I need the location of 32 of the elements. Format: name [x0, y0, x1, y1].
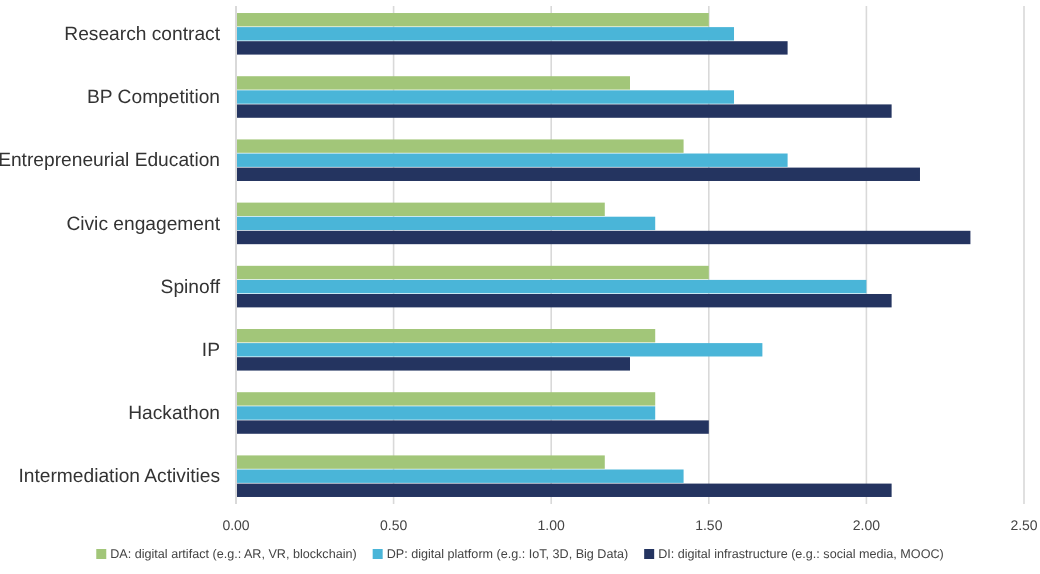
bar — [236, 455, 605, 469]
bar — [236, 420, 709, 434]
bar — [236, 202, 605, 216]
bar — [236, 76, 630, 90]
y-tick-label: Intermediation Activities — [18, 466, 221, 489]
bar — [236, 230, 971, 245]
y-tick-label: Spinoff — [160, 276, 221, 299]
bar — [236, 90, 735, 104]
bar — [236, 167, 920, 181]
bar — [236, 483, 892, 497]
bar — [236, 27, 735, 41]
bar — [236, 343, 763, 357]
bar — [236, 13, 709, 27]
bar — [236, 392, 656, 406]
bar — [236, 104, 892, 118]
y-tick-label: BP Competition — [87, 87, 220, 110]
bar — [236, 329, 656, 343]
y-tick-label: Research contract — [64, 23, 221, 46]
y-tick-label: IP — [201, 339, 220, 362]
bar — [236, 216, 656, 231]
y-tick-label: Hackathon — [128, 403, 220, 426]
bar — [236, 357, 630, 371]
bar — [236, 279, 867, 294]
y-tick-label: Civic engagement — [66, 213, 221, 236]
bar — [236, 265, 709, 280]
bar — [236, 294, 892, 308]
bar — [236, 469, 684, 483]
bar — [236, 153, 788, 167]
bar — [236, 406, 656, 420]
y-tick-label: Entrepreneurial Education — [0, 150, 220, 173]
bar — [236, 41, 788, 55]
bar — [236, 139, 684, 153]
